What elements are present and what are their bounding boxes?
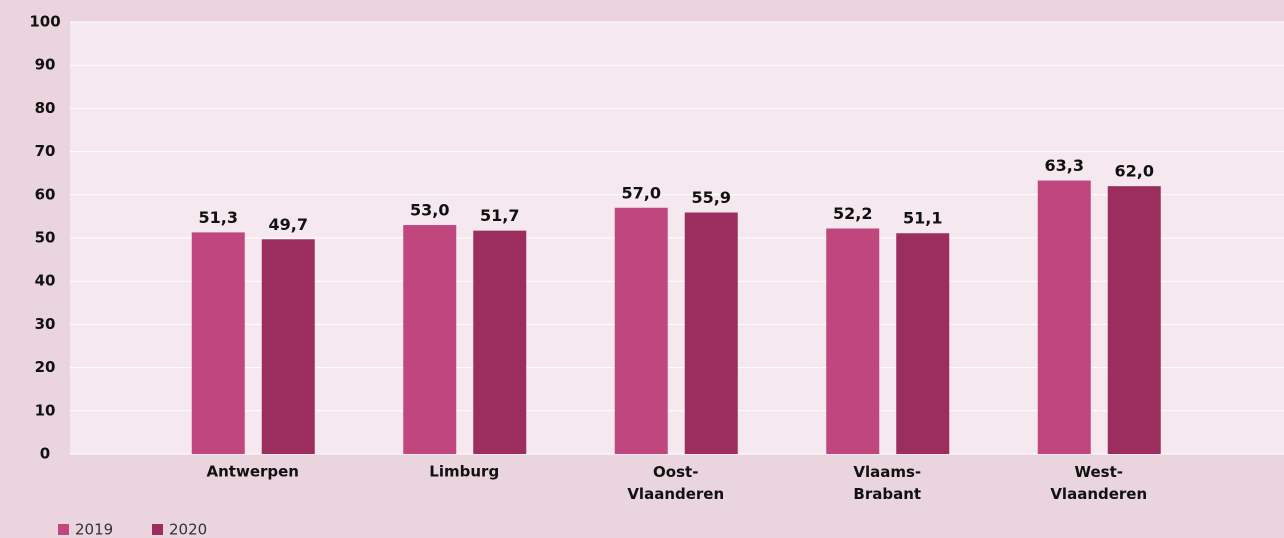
value-label: 51,1 bbox=[903, 209, 942, 228]
y-tick-label: 0 bbox=[40, 445, 50, 463]
y-tick-label: 50 bbox=[35, 229, 56, 247]
bar bbox=[191, 232, 245, 454]
bar bbox=[1107, 186, 1161, 454]
bar bbox=[1037, 180, 1091, 454]
x-tick-label: Vlaams-Brabant bbox=[853, 463, 921, 503]
legend-swatch bbox=[152, 524, 163, 535]
y-tick-label: 70 bbox=[35, 142, 56, 160]
value-label: 51,3 bbox=[199, 208, 238, 227]
bar bbox=[826, 228, 880, 454]
bar bbox=[896, 233, 950, 454]
legend-label: 2020 bbox=[169, 521, 207, 538]
y-tick-label: 80 bbox=[35, 99, 56, 117]
y-tick-label: 40 bbox=[35, 272, 56, 290]
value-label: 53,0 bbox=[410, 201, 449, 220]
bar bbox=[403, 225, 457, 454]
value-label: 55,9 bbox=[692, 188, 731, 207]
value-label: 49,7 bbox=[269, 215, 308, 234]
x-tick-label: Antwerpen bbox=[207, 463, 299, 481]
legend-swatch bbox=[58, 524, 69, 535]
x-tick-label: West-Vlaanderen bbox=[1050, 463, 1147, 503]
value-label: 52,2 bbox=[833, 204, 872, 223]
y-tick-label: 90 bbox=[35, 56, 56, 74]
y-tick-label: 60 bbox=[35, 185, 56, 203]
bar bbox=[684, 212, 738, 454]
x-tick-label: Limburg bbox=[429, 463, 499, 481]
value-label: 63,3 bbox=[1045, 156, 1084, 175]
y-tick-label: 30 bbox=[35, 315, 56, 333]
value-label: 57,0 bbox=[622, 183, 661, 202]
bar bbox=[614, 207, 668, 454]
y-tick-label: 100 bbox=[29, 13, 60, 31]
value-label: 51,7 bbox=[480, 206, 519, 225]
bar bbox=[473, 230, 527, 454]
bar bbox=[261, 239, 315, 454]
value-label: 62,0 bbox=[1115, 162, 1154, 181]
y-tick-label: 10 bbox=[35, 401, 56, 419]
legend-label: 2019 bbox=[75, 521, 113, 538]
x-tick-label: Oost-Vlaanderen bbox=[627, 463, 724, 503]
y-tick-label: 20 bbox=[35, 358, 56, 376]
